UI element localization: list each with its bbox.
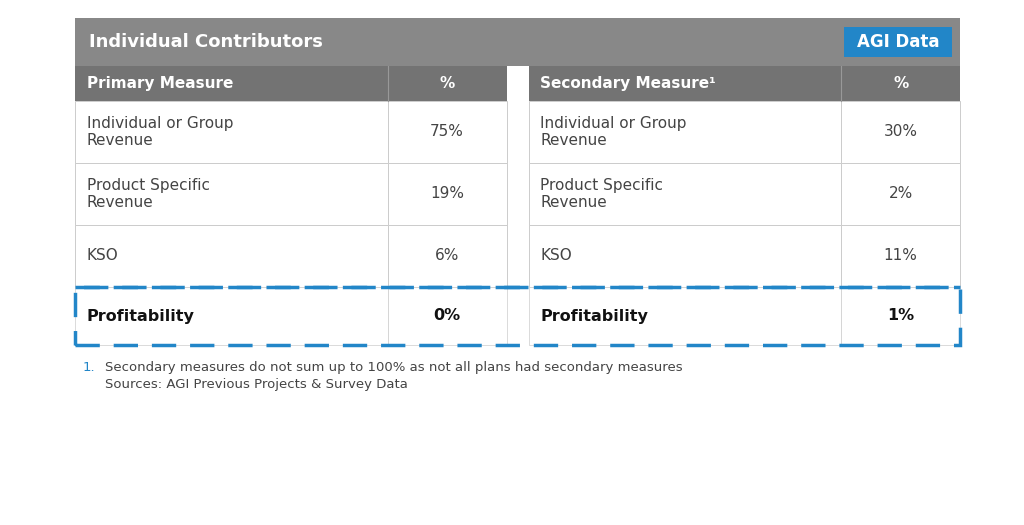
Text: 1.: 1.: [83, 361, 95, 374]
Text: KSO: KSO: [87, 248, 119, 264]
Bar: [75, 101, 388, 163]
Bar: [388, 163, 507, 225]
Bar: [528, 287, 842, 345]
Text: 30%: 30%: [884, 124, 918, 140]
Bar: [75, 66, 507, 101]
Text: AGI Data: AGI Data: [857, 33, 939, 51]
Bar: [388, 101, 507, 163]
Bar: [528, 225, 842, 287]
Text: 2%: 2%: [889, 186, 912, 202]
Text: 19%: 19%: [430, 186, 464, 202]
Text: Profitability: Profitability: [541, 309, 648, 323]
Bar: [388, 287, 507, 345]
Text: 6%: 6%: [435, 248, 460, 264]
Text: Product Specific
Revenue: Product Specific Revenue: [87, 178, 210, 210]
Bar: [842, 101, 961, 163]
Text: Profitability: Profitability: [87, 309, 195, 323]
Bar: [75, 287, 388, 345]
Text: %: %: [893, 76, 908, 91]
Text: Individual or Group
Revenue: Individual or Group Revenue: [541, 116, 687, 148]
Bar: [528, 163, 842, 225]
Text: %: %: [439, 76, 455, 91]
Text: Product Specific
Revenue: Product Specific Revenue: [541, 178, 664, 210]
Text: Sources: AGI Previous Projects & Survey Data: Sources: AGI Previous Projects & Survey …: [105, 378, 408, 391]
Text: 75%: 75%: [430, 124, 464, 140]
Bar: [528, 66, 961, 101]
Text: 1%: 1%: [887, 309, 914, 323]
Text: Individual or Group
Revenue: Individual or Group Revenue: [87, 116, 233, 148]
Text: Individual Contributors: Individual Contributors: [89, 33, 323, 51]
Bar: [842, 163, 961, 225]
Text: 11%: 11%: [884, 248, 918, 264]
Bar: [75, 287, 961, 345]
Text: 0%: 0%: [433, 309, 461, 323]
Bar: [75, 18, 961, 66]
Bar: [75, 225, 388, 287]
Text: Secondary measures do not sum up to 100% as not all plans had secondary measures: Secondary measures do not sum up to 100%…: [105, 361, 683, 374]
Bar: [388, 225, 507, 287]
Bar: [528, 101, 842, 163]
Bar: [844, 27, 952, 57]
Text: Primary Measure: Primary Measure: [87, 76, 233, 91]
Bar: [842, 225, 961, 287]
Text: Secondary Measure¹: Secondary Measure¹: [541, 76, 716, 91]
Bar: [75, 163, 388, 225]
Text: KSO: KSO: [541, 248, 572, 264]
Bar: [842, 287, 961, 345]
